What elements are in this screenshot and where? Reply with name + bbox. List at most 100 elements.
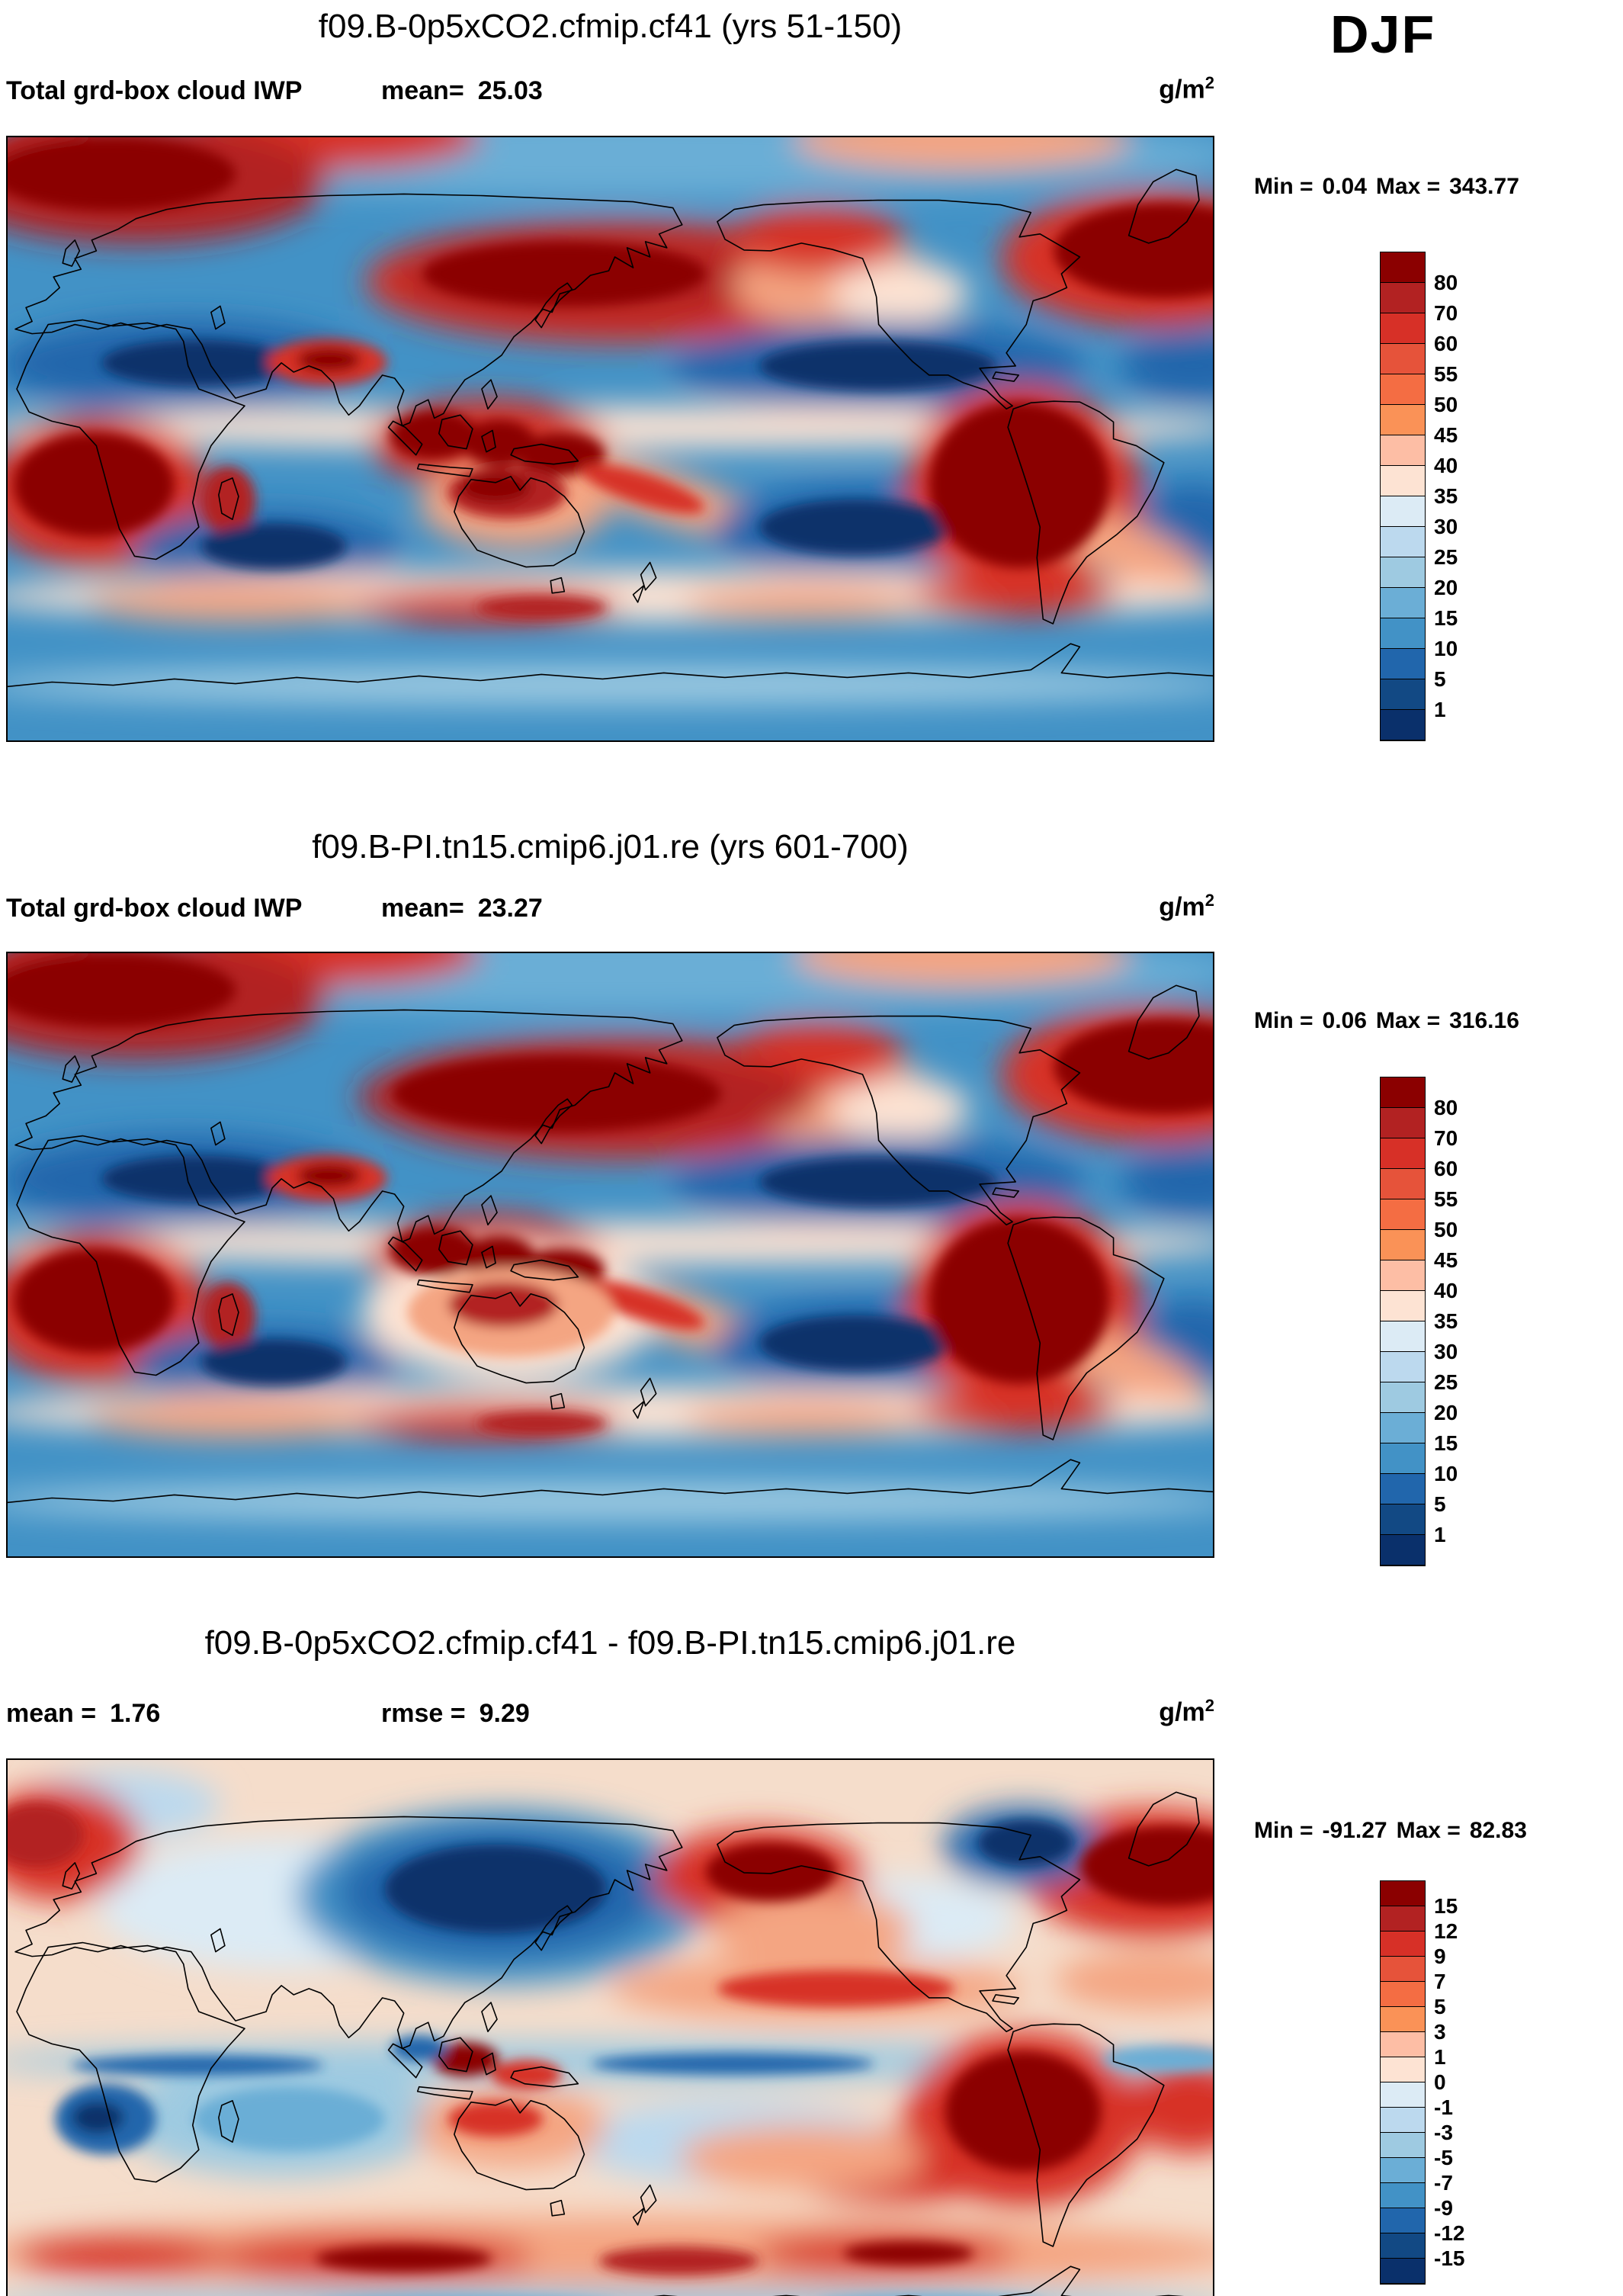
panel1-minmax: Min = 0.04 Max = 343.77	[1254, 174, 1528, 200]
colorbar-label: 40	[1434, 1279, 1458, 1302]
panel1-mean-value: 25.03	[477, 76, 543, 105]
colorbar-box	[1381, 1199, 1425, 1230]
colorbar-label: 10	[1434, 1462, 1458, 1485]
panel2-min-label: Min =	[1254, 1008, 1313, 1033]
colorbar-box	[1381, 1504, 1425, 1535]
difference-field-cores	[6, 1803, 1214, 2296]
colorbar-box	[1381, 283, 1425, 313]
colorbar-box	[1381, 527, 1425, 557]
panel1-mean: mean= 25.03	[381, 76, 543, 106]
colorbar-box	[1381, 252, 1425, 283]
colorbar-box	[1381, 344, 1425, 374]
colorbar-box	[1381, 710, 1425, 740]
panel2-min-value: 0.06	[1322, 1008, 1367, 1033]
colorbar-box	[1381, 618, 1425, 649]
colorbar-label: 7	[1434, 1970, 1446, 1993]
map-panel2-reference	[6, 952, 1214, 1558]
colorbar-box	[1381, 2082, 1425, 2108]
colorbar-box	[1381, 1881, 1425, 1906]
season-label: DJF	[1330, 5, 1436, 64]
colorbar-label: 1	[1434, 2045, 1446, 2069]
colorbar-box	[1381, 1077, 1425, 1108]
colorbar-box	[1381, 313, 1425, 344]
colorbar-label: -9	[1434, 2196, 1453, 2220]
colorbar-label: 1	[1434, 1523, 1446, 1546]
colorbar-box	[1381, 2007, 1425, 2032]
colorbar-box	[1381, 1230, 1425, 1260]
colorbar-label: 80	[1434, 1096, 1458, 1119]
colorbar-box	[1381, 405, 1425, 435]
colorbar-label: 15	[1434, 606, 1458, 630]
panel1-title: f09.B-0p5xCO2.cfmip.cf41 (yrs 51-150)	[318, 8, 903, 45]
colorbar-label: -1	[1434, 2095, 1453, 2119]
colorbar-box	[1381, 1382, 1425, 1413]
colorbar-label: -3	[1434, 2121, 1453, 2144]
colorbar-box	[1381, 374, 1425, 405]
colorbar-label: 10	[1434, 637, 1458, 660]
colorbar-label: 15	[1434, 1431, 1458, 1455]
colorbar-label: 70	[1434, 1126, 1458, 1150]
colorbar-label: 0	[1434, 2070, 1446, 2094]
colorbar-label: 80	[1434, 271, 1458, 294]
colorbar-box	[1381, 1260, 1425, 1291]
colorbar-box	[1381, 1957, 1425, 1982]
colorbar-label: 5	[1434, 1995, 1446, 2018]
panel3-rmse-value: 9.29	[479, 1699, 530, 1728]
colorbar-label: 3	[1434, 2020, 1446, 2044]
colorbar-label: 12	[1434, 1919, 1458, 1943]
colorbar-label: 45	[1434, 423, 1458, 447]
colorbar-box	[1381, 2158, 1425, 2183]
map-panel3-difference	[6, 1758, 1214, 2296]
colorbar-label: 1	[1434, 698, 1446, 721]
colorbar-label: 30	[1434, 1340, 1458, 1363]
colorbar-label: 50	[1434, 1218, 1458, 1241]
panel2-units-exponent: 2	[1204, 891, 1214, 910]
panel1-units: g/m2	[6, 73, 1214, 104]
panel3-min-value: -91.27	[1322, 1818, 1387, 1843]
colorbar-box	[1381, 649, 1425, 679]
panel3-rmse-label: rmse =	[381, 1699, 466, 1728]
colorbar-box	[1381, 2032, 1425, 2057]
colorbar-label: 35	[1434, 1309, 1458, 1333]
panel3-mean-label: mean =	[6, 1699, 97, 1728]
colorbar-box	[1381, 2259, 1425, 2284]
colorbar-box	[1381, 1474, 1425, 1504]
panel1-max-value: 343.77	[1449, 174, 1519, 199]
colorbar-label: 9	[1434, 1944, 1446, 1968]
colorbar-box	[1381, 1352, 1425, 1382]
panel2-title: f09.B-PI.tn15.cmip6.j01.re (yrs 601-700)	[312, 828, 909, 865]
panel3-mean-value: 1.76	[110, 1699, 161, 1728]
colorbar-label: 35	[1434, 484, 1458, 508]
colorbar-box	[1381, 588, 1425, 618]
colorbar-box	[1381, 2208, 1425, 2233]
panel2-mean: mean= 23.27	[381, 894, 543, 923]
colorbar-box	[1381, 2057, 1425, 2082]
colorbar-box	[1381, 2133, 1425, 2158]
colorbar-label: 55	[1434, 1187, 1458, 1211]
colorbar-box	[1381, 1291, 1425, 1321]
colorbar-box	[1381, 1108, 1425, 1138]
panel3-rmse: rmse = 9.29	[381, 1699, 530, 1729]
colorbar-box	[1381, 557, 1425, 588]
colorbar-label: -12	[1434, 2221, 1465, 2245]
colorbar-box	[1381, 466, 1425, 496]
colorbar-label: 5	[1434, 667, 1446, 691]
panel2-variable-label: Total grd-box cloud IWP	[6, 894, 303, 923]
panel1-mean-label: mean=	[381, 76, 464, 105]
colorbar-box	[1381, 1982, 1425, 2007]
colorbar-box	[1381, 1413, 1425, 1443]
panel3-colorbar: 15 12 9 7 5 3 1 0 -1 -3 -5 -7 -9 -12 -15	[1380, 1880, 1464, 2285]
panel2-mean-value: 23.27	[477, 894, 543, 923]
panel2-minmax: Min = 0.06 Max = 316.16	[1254, 1008, 1528, 1034]
panel2-max-label: Max =	[1375, 1008, 1441, 1033]
panel3-mean: mean = 1.76	[6, 1699, 160, 1729]
colorbar-label: -7	[1434, 2171, 1453, 2195]
colorbar-label: 50	[1434, 393, 1458, 416]
colorbar-box	[1381, 496, 1425, 527]
colorbar-label: -15	[1434, 2246, 1465, 2270]
panel2-mean-label: mean=	[381, 894, 464, 923]
panel2-units-base: g/m	[1159, 892, 1205, 922]
panel1-max-label: Max =	[1375, 174, 1441, 199]
panel2-units: g/m2	[6, 891, 1214, 922]
